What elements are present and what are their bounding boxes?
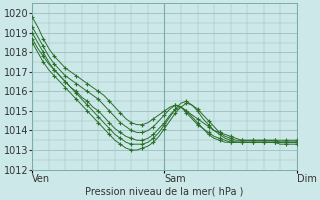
- X-axis label: Pression niveau de la mer( hPa ): Pression niveau de la mer( hPa ): [85, 187, 244, 197]
